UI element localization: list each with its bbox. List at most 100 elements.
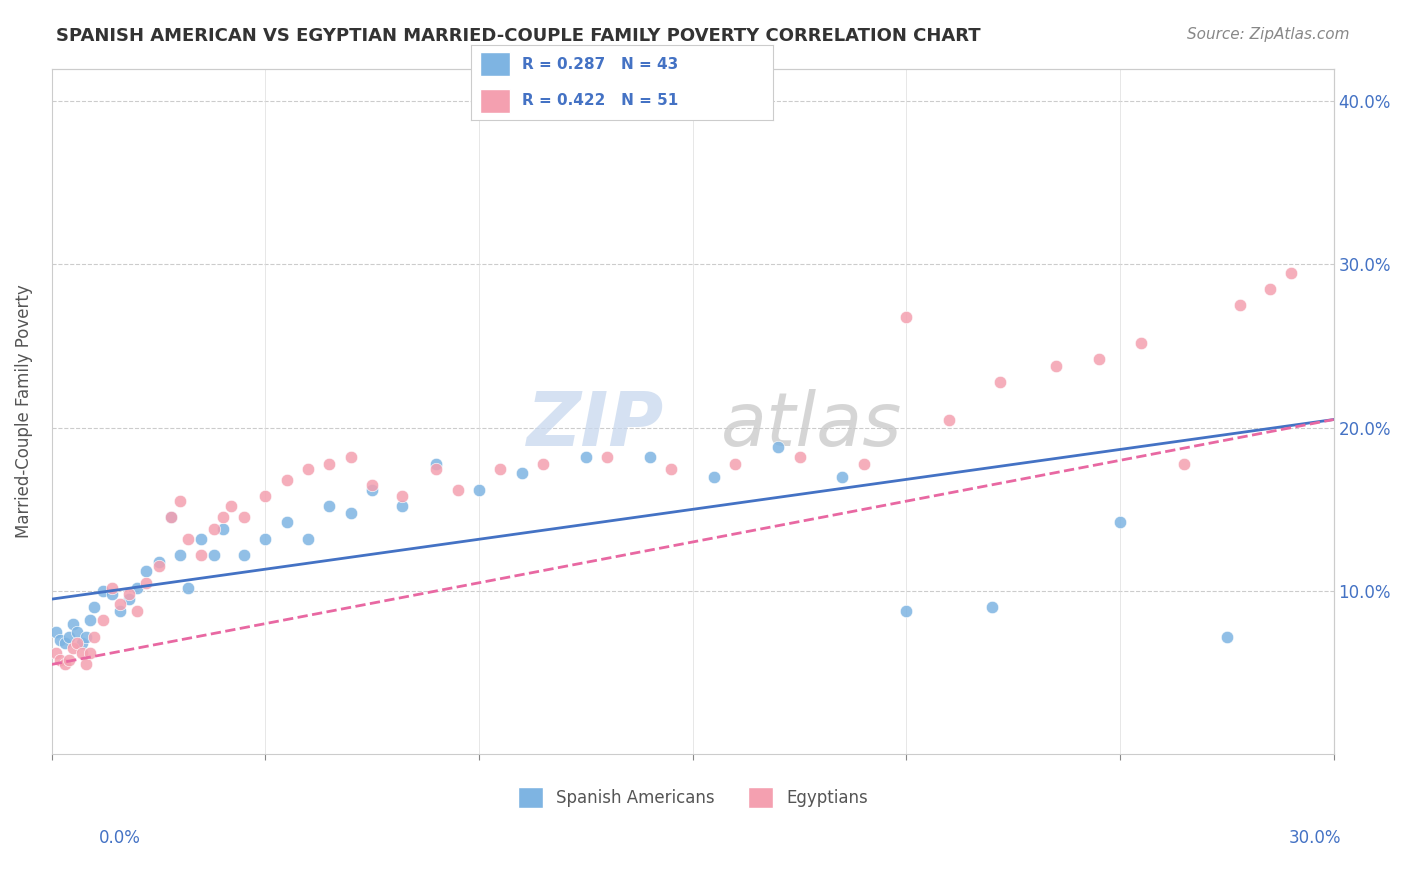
Point <box>45 624 67 639</box>
Point <box>135 575 157 590</box>
Point <box>510 467 533 481</box>
Point <box>1229 298 1251 312</box>
Text: 30.0%: 30.0% <box>1288 829 1341 847</box>
Point <box>703 469 725 483</box>
Point <box>318 457 340 471</box>
Point <box>766 440 789 454</box>
Point <box>219 499 242 513</box>
Point <box>896 603 918 617</box>
Point <box>1173 457 1195 471</box>
Bar <box>479 88 510 112</box>
Point <box>108 603 131 617</box>
Point <box>896 310 918 324</box>
Point <box>169 548 191 562</box>
Point <box>66 624 89 639</box>
Point <box>1087 352 1109 367</box>
Point <box>177 581 200 595</box>
Point <box>79 646 101 660</box>
Point <box>91 583 114 598</box>
Point <box>127 581 149 595</box>
Point <box>202 548 225 562</box>
Text: ZIP: ZIP <box>527 389 665 461</box>
Point <box>1279 266 1302 280</box>
Point <box>340 506 363 520</box>
Point <box>831 469 853 483</box>
Point <box>75 630 97 644</box>
Point <box>83 630 105 644</box>
Point <box>361 478 384 492</box>
Point <box>391 489 413 503</box>
Point <box>596 450 619 464</box>
Point <box>202 522 225 536</box>
Point <box>297 461 319 475</box>
Point <box>75 657 97 672</box>
Point <box>425 461 447 475</box>
Point <box>980 600 1002 615</box>
Point <box>938 412 960 426</box>
Point <box>148 555 170 569</box>
Point <box>211 510 233 524</box>
Point <box>391 499 413 513</box>
Point <box>659 461 682 475</box>
Point <box>489 461 512 475</box>
Point <box>340 450 363 464</box>
Point <box>53 636 76 650</box>
Point <box>297 532 319 546</box>
Point <box>53 657 76 672</box>
Point <box>118 587 141 601</box>
Point <box>83 600 105 615</box>
Point <box>789 450 811 464</box>
Point <box>988 375 1011 389</box>
Point <box>160 510 183 524</box>
Point <box>58 630 80 644</box>
Point <box>108 597 131 611</box>
Y-axis label: Married-Couple Family Poverty: Married-Couple Family Poverty <box>15 285 32 538</box>
Point <box>118 592 141 607</box>
Point <box>66 636 89 650</box>
Point <box>1216 630 1239 644</box>
Point <box>852 457 875 471</box>
Text: R = 0.287   N = 43: R = 0.287 N = 43 <box>523 57 679 72</box>
Point <box>169 494 191 508</box>
Text: SPANISH AMERICAN VS EGYPTIAN MARRIED-COUPLE FAMILY POVERTY CORRELATION CHART: SPANISH AMERICAN VS EGYPTIAN MARRIED-COU… <box>56 27 981 45</box>
Point <box>190 532 212 546</box>
Point <box>724 457 747 471</box>
Point <box>45 646 67 660</box>
Point <box>254 489 277 503</box>
Text: Source: ZipAtlas.com: Source: ZipAtlas.com <box>1187 27 1350 42</box>
Point <box>276 516 298 530</box>
Text: 0.0%: 0.0% <box>98 829 141 847</box>
Point <box>148 559 170 574</box>
Point <box>447 483 470 497</box>
Text: R = 0.422   N = 51: R = 0.422 N = 51 <box>523 93 679 108</box>
Point <box>190 548 212 562</box>
Point <box>425 457 447 471</box>
Point <box>318 499 340 513</box>
Point <box>1109 516 1132 530</box>
Point <box>58 652 80 666</box>
Bar <box>479 52 510 77</box>
Point <box>160 510 183 524</box>
Point <box>62 616 84 631</box>
Point <box>127 603 149 617</box>
Point <box>531 457 554 471</box>
Point <box>468 483 491 497</box>
Point <box>1258 282 1281 296</box>
Point <box>575 450 598 464</box>
Point <box>638 450 661 464</box>
Point <box>211 522 233 536</box>
Point <box>62 641 84 656</box>
Point <box>70 646 93 660</box>
Point <box>254 532 277 546</box>
Point <box>70 636 93 650</box>
Point <box>49 652 72 666</box>
Point <box>177 532 200 546</box>
Point <box>1045 359 1067 373</box>
Text: atlas: atlas <box>721 389 903 461</box>
Point <box>49 632 72 647</box>
Point <box>100 587 122 601</box>
Point <box>233 548 256 562</box>
Point <box>1130 335 1153 350</box>
Point <box>100 581 122 595</box>
Point <box>135 565 157 579</box>
